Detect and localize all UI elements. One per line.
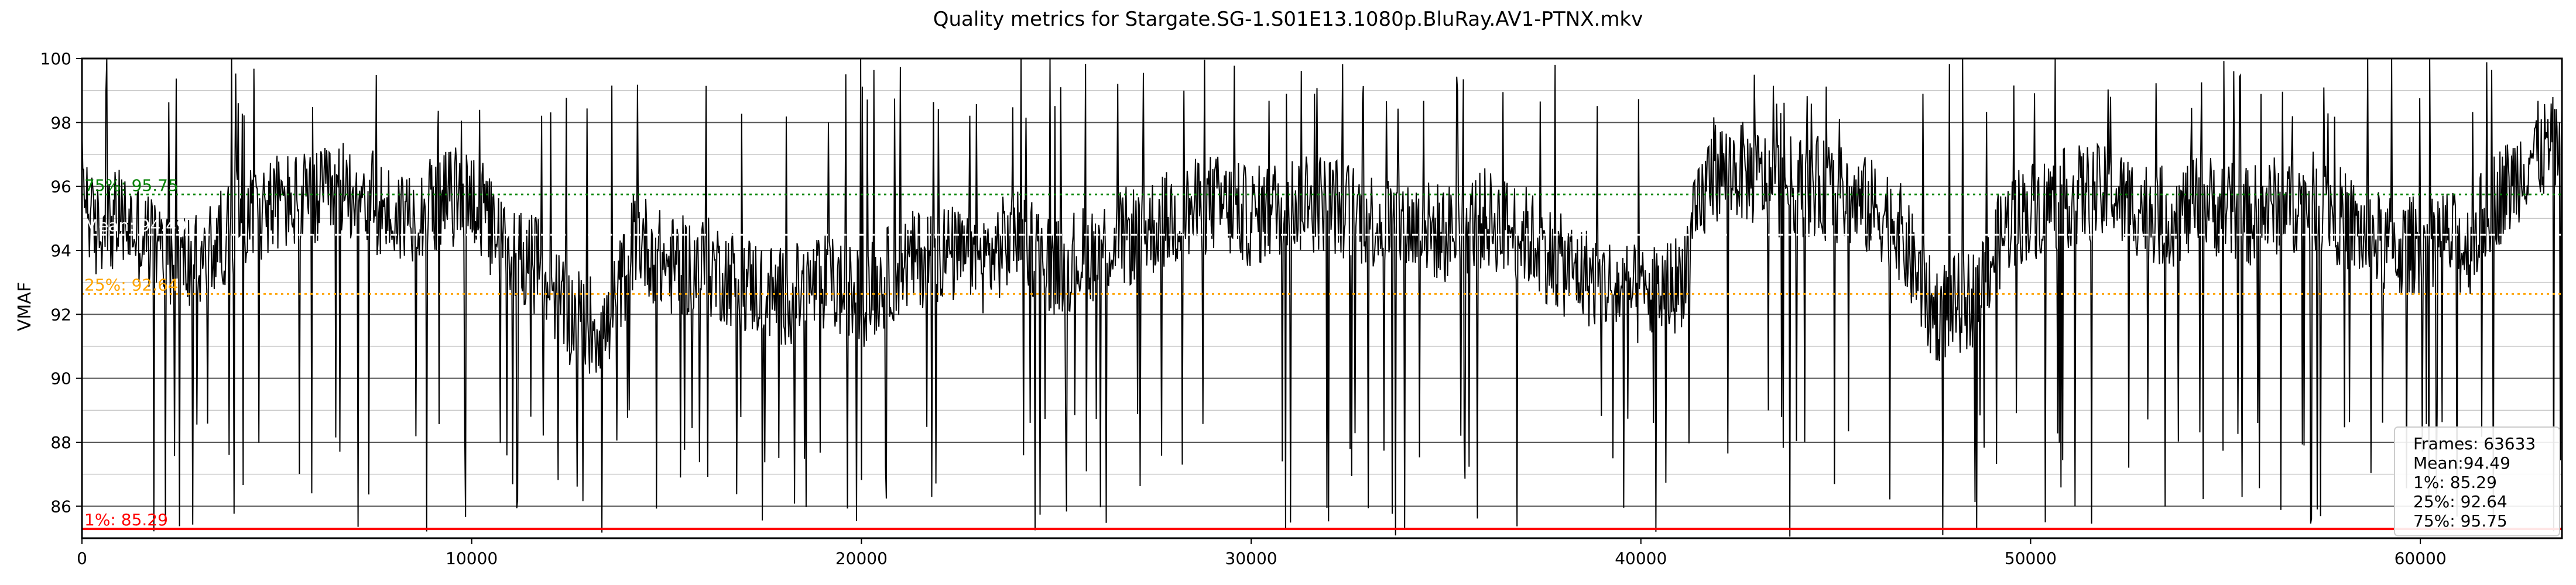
x-tick-label: 20000 — [835, 549, 888, 568]
legend-box — [2394, 426, 2560, 536]
grid-lines — [82, 58, 2562, 539]
x-tick-label: 0 — [77, 549, 87, 568]
y-tick-label: 86 — [50, 497, 71, 516]
x-tick-label: 30000 — [1225, 549, 1277, 568]
y-axis-label: VMAF — [15, 282, 35, 331]
y-tick-label: 96 — [50, 177, 71, 197]
y-tick-label: 88 — [50, 433, 71, 452]
ref-line-label: 1%: 85.29 — [84, 510, 168, 529]
y-tick-label: 100 — [40, 49, 71, 68]
legend-line: Frames: 63633 — [2413, 434, 2536, 453]
ref-line-label: 75%: 95.75 — [84, 176, 179, 195]
y-tick-label: 92 — [50, 305, 71, 324]
chart-title: Quality metrics for Stargate.SG-1.S01E13… — [933, 8, 1643, 31]
x-tick-label: 10000 — [446, 549, 498, 568]
y-tick-label: 90 — [50, 369, 71, 388]
ref-line-label: Mean: 94.49 — [84, 216, 187, 235]
vmaf-series — [81, 58, 2563, 537]
y-tick-label: 98 — [50, 113, 71, 132]
ref-line-label: 25%: 92.64 — [84, 275, 179, 294]
legend-line: 75%: 95.75 — [2413, 511, 2508, 531]
plot-frame — [81, 57, 2563, 539]
legend-line: 1%: 85.29 — [2413, 473, 2497, 492]
vmaf-line — [81, 58, 2563, 537]
x-tick-label: 40000 — [1615, 549, 1667, 568]
axis-ticks: 0 10000 20000 30000 40000 50000 60000 86 88 90 92 9… — [40, 49, 2447, 568]
y-tick-label: 94 — [50, 241, 71, 260]
legend-line: 25%: 92.64 — [2413, 492, 2508, 511]
legend-line: Mean:94.49 — [2413, 453, 2510, 473]
x-tick-label: 50000 — [2005, 549, 2057, 568]
x-tick-label: 60000 — [2395, 549, 2447, 568]
